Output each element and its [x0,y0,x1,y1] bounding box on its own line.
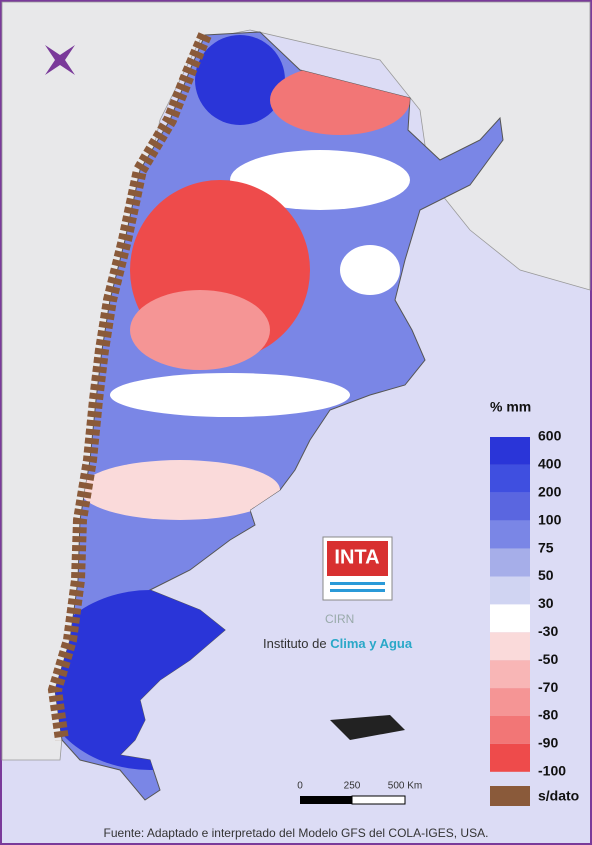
legend-swatch [490,660,530,688]
legend-level: 400 [538,456,562,472]
scale-label: 500 Km [388,781,422,792]
logo-name: INTA [334,546,379,568]
page: {"legend": {"title": "% mm", "levels": [… [0,0,592,845]
legend-swatch [490,437,530,465]
institute-highlight: Clima y Agua [330,636,413,651]
anomaly-blob [195,35,285,125]
legend-level: 600 [538,428,562,444]
legend-level: -100 [538,763,566,779]
logo-stripe [330,582,385,585]
scale-label: 250 [344,781,361,792]
scale-label: 0 [297,781,303,792]
logo-stripe [330,589,385,592]
legend-level: -50 [538,651,558,667]
anomaly-blob [110,373,350,417]
legend-swatch [490,549,530,577]
legend-level: 30 [538,595,554,611]
legend-level: -80 [538,707,558,723]
logo-unit: CIRN [325,612,354,626]
legend-swatch [490,521,530,549]
legend-level: -30 [538,623,558,639]
legend-swatch [490,688,530,716]
legend-level: -70 [538,679,558,695]
legend-level: 100 [538,511,562,527]
legend-level: 75 [538,539,554,555]
anomaly-blob [130,290,270,370]
legend-level: 200 [538,484,562,500]
institute-prefix: Instituto de [263,636,330,651]
anomaly-blob [340,245,400,295]
legend-swatch [490,744,530,772]
legend-swatch [490,716,530,744]
legend-no-data-label: s/dato [538,788,579,804]
legend-title: % mm [490,399,531,415]
institute-name: Instituto de Clima y Agua [263,636,413,651]
footer-source: Fuente: Adaptado e interpretado del Mode… [104,826,489,840]
legend-no-data-swatch [490,786,530,806]
scale-bar-white [352,796,405,804]
legend-swatch [490,577,530,605]
legend-swatch [490,604,530,632]
legend-swatch [490,632,530,660]
map-figure: INTA CIRN Instituto de Clima y Agua 0 250… [0,0,592,845]
legend-level: -90 [538,735,558,751]
legend-swatch [490,465,530,493]
scale-bar-black [300,796,352,804]
anomaly-blob [80,460,280,520]
legend-swatch [490,493,530,521]
legend-level: 50 [538,567,554,583]
